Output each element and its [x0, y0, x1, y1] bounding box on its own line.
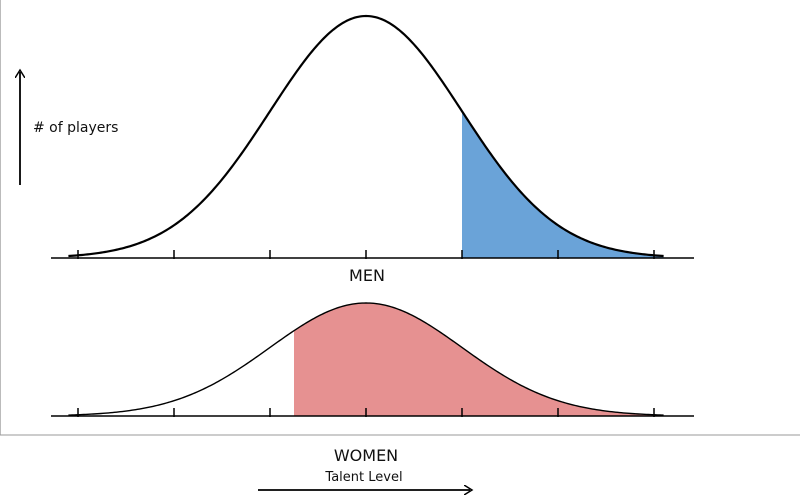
y-axis-label: # of players [33, 120, 119, 136]
women-title: WOMEN [333, 446, 399, 465]
men-curve [68, 14, 664, 258]
women-ticks [77, 408, 655, 417]
women-panel [51, 302, 694, 417]
women-curve [68, 302, 664, 416]
x-axis-label: Talent Level [325, 470, 403, 485]
men-shaded-region [462, 111, 664, 258]
men-title: MEN [349, 266, 385, 285]
men-panel [51, 14, 694, 259]
